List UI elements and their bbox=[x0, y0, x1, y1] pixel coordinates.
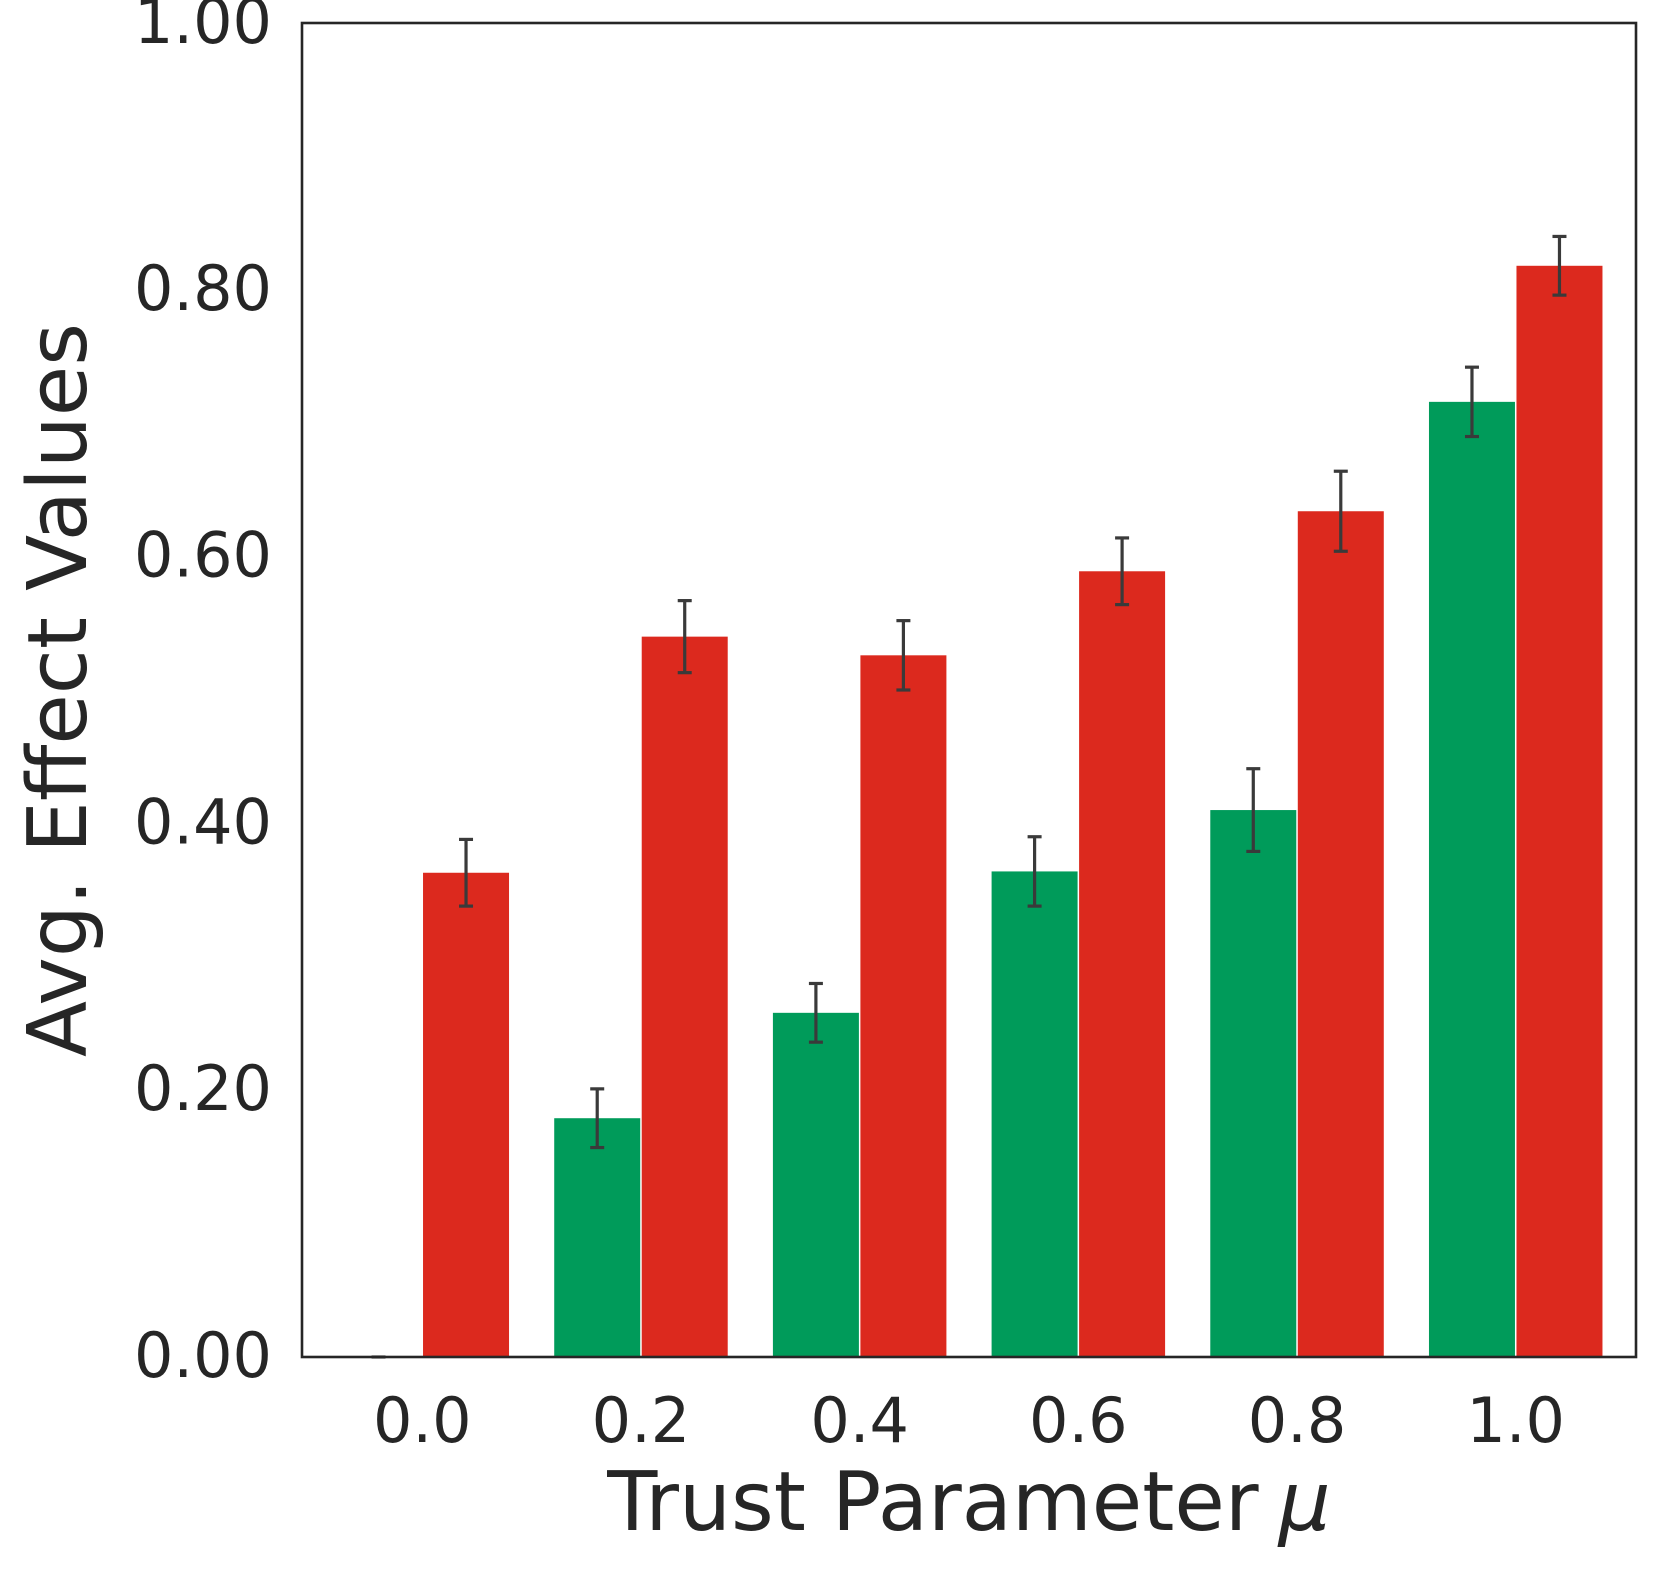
bar-series1-0.4 bbox=[772, 1012, 859, 1357]
x-tick-label: 0.4 bbox=[810, 1384, 909, 1457]
x-tick-label: 0.0 bbox=[373, 1384, 472, 1457]
bar-series2-0.4 bbox=[860, 655, 947, 1357]
bar-series2-1.0 bbox=[1516, 265, 1603, 1358]
x-axis-label-symbol: μ bbox=[1277, 1455, 1331, 1550]
error-bar-series2-0.0 bbox=[459, 837, 474, 908]
y-axis-label: Avg. Effect Values bbox=[11, 323, 106, 1057]
error-bar-series2-0.4 bbox=[896, 619, 911, 692]
error-bar-series2-0.8 bbox=[1333, 469, 1348, 553]
error-bar-series1-0.8 bbox=[1246, 767, 1261, 854]
bar-series1-0.6 bbox=[991, 871, 1078, 1357]
y-tick-label: 1.00 bbox=[134, 0, 272, 58]
bar-series2-0.0 bbox=[423, 872, 510, 1357]
x-tick-label: 0.2 bbox=[592, 1384, 691, 1457]
y-tick-label: 0.60 bbox=[134, 519, 272, 592]
bar-series1-0.2 bbox=[554, 1118, 641, 1357]
bar-series2-0.8 bbox=[1297, 511, 1384, 1357]
error-bar-series1-1.0 bbox=[1464, 365, 1479, 439]
y-axis-ticks: 0.00 0.20 0.40 0.60 0.80 1.00 bbox=[134, 0, 272, 1392]
error-bar-series2-1.0 bbox=[1552, 234, 1567, 297]
error-bar-series1-0.4 bbox=[808, 981, 823, 1044]
plot-frame bbox=[300, 21, 1638, 1359]
y-tick-label: 0.00 bbox=[134, 1319, 272, 1392]
x-tick-label: 0.6 bbox=[1029, 1384, 1128, 1457]
x-tick-label: 0.8 bbox=[1248, 1384, 1347, 1457]
error-bar-series2-0.6 bbox=[1115, 536, 1130, 607]
bar-series1-0.8 bbox=[1210, 810, 1297, 1357]
chart-marks bbox=[371, 234, 1603, 1359]
y-tick-label: 0.80 bbox=[134, 252, 272, 325]
x-axis-ticks: 0.0 0.2 0.4 0.6 0.8 1.0 bbox=[373, 1384, 1565, 1457]
x-axis-label-text: Trust Parameter bbox=[606, 1455, 1259, 1550]
error-bar-series2-0.2 bbox=[677, 599, 692, 675]
bar-series2-0.6 bbox=[1079, 571, 1166, 1357]
bar-series1-1.0 bbox=[1428, 401, 1515, 1358]
bar-series2-0.2 bbox=[641, 636, 728, 1357]
y-tick-label: 0.20 bbox=[134, 1052, 272, 1125]
error-bar-series1-0.6 bbox=[1027, 835, 1042, 908]
error-bar-series1-0.2 bbox=[590, 1087, 605, 1150]
y-tick-label: 0.40 bbox=[134, 785, 272, 858]
x-tick-label: 1.0 bbox=[1466, 1384, 1565, 1457]
x-axis-label: Trust Parameter μ bbox=[606, 1455, 1330, 1550]
